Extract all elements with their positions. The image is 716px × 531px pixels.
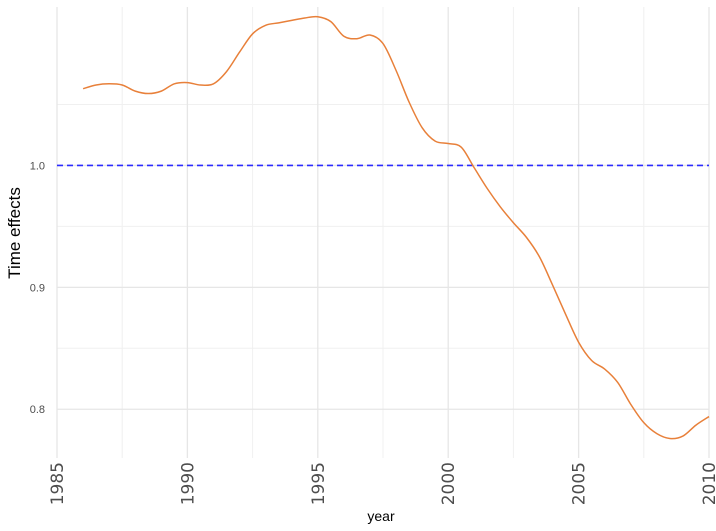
x-tick-label: 1995 <box>309 462 329 505</box>
x-axis-ticks: 1985 1990 1995 2000 2005 2010 <box>48 462 716 505</box>
x-tick-label: 2000 <box>439 462 459 505</box>
y-axis-ticks: 0.8 0.9 1.0 <box>30 160 45 416</box>
x-tick-label: 2005 <box>570 462 590 505</box>
y-tick-label: 0.8 <box>30 404 45 416</box>
x-axis-title: year <box>367 508 395 524</box>
y-tick-label: 0.9 <box>30 282 45 294</box>
x-tick-label: 2010 <box>700 462 716 505</box>
minor-gridlines <box>57 7 709 458</box>
y-tick-label: 1.0 <box>30 160 45 172</box>
x-tick-label: 1990 <box>178 462 198 505</box>
x-tick-label: 1985 <box>48 462 68 505</box>
series-line <box>82 15 710 440</box>
y-axis-title: Time effects <box>5 187 24 279</box>
series-layer <box>82 15 710 440</box>
